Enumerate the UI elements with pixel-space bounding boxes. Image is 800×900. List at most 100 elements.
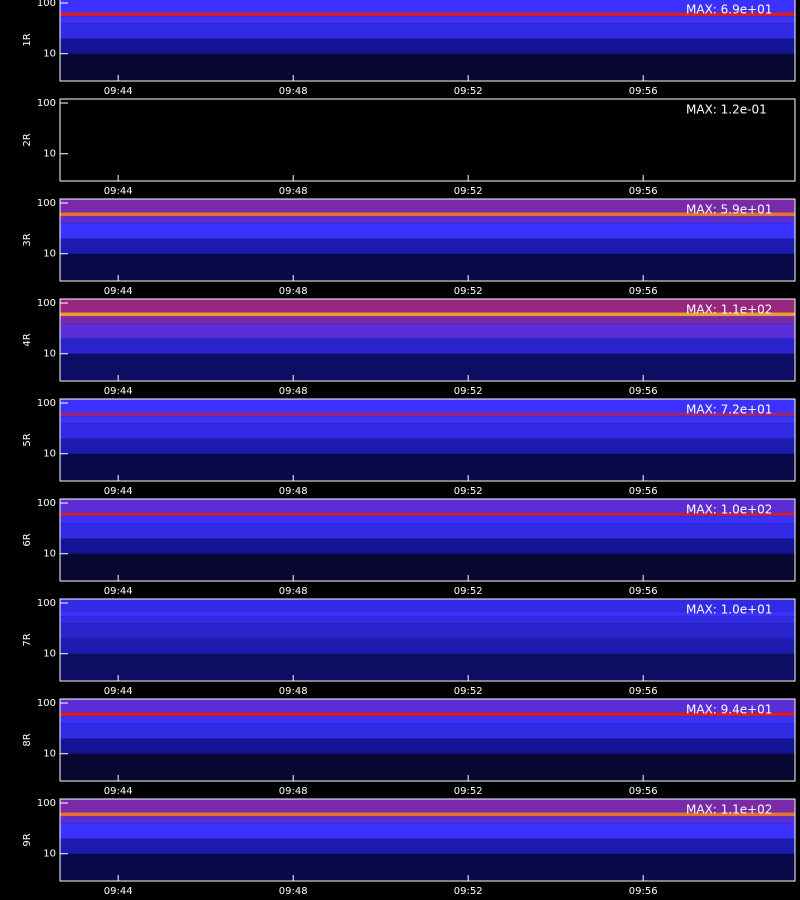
panel: 10 100 09:44 09:48 09:52 09:56 8R MAX: 9.4e+01 [22,698,796,797]
y-axis-label: 2R [22,133,33,146]
plot-frame [59,798,796,882]
heat-cell [60,0,795,13]
x-tick-label: 09:48 [279,186,308,197]
max-annotation: MAX: 1.0e+02 [686,503,772,517]
panel: 10 100 09:44 09:48 09:52 09:56 4R MAX: 1.1e+02 [22,298,796,397]
heat-cell [60,812,795,817]
heat-cell [60,412,795,417]
x-tick-label: 09:56 [629,86,658,97]
x-tick-label: 09:44 [104,586,133,597]
heatmap [60,599,795,681]
heat-cell [60,38,795,54]
y-tick-label: 10 [43,449,56,460]
heatmap [60,499,795,581]
heat-cell [60,623,795,639]
heat-cell [60,453,795,481]
y-axis-label: 7R [22,633,33,646]
heat-cell [60,112,795,117]
y-tick-label: 10 [43,349,56,360]
y-axis-label: 3R [22,233,33,246]
y-tick-label: 100 [37,698,56,709]
x-tick-label: 09:52 [454,386,483,397]
heat-cell [60,323,795,339]
heatmap [60,0,795,81]
x-tick-label: 09:52 [454,686,483,697]
heat-cell [60,312,795,317]
x-tick-label: 09:56 [629,486,658,497]
heat-cell [60,216,795,224]
x-tick-label: 09:56 [629,386,658,397]
plot-frame [59,298,796,382]
heat-cell [60,816,795,824]
heat-cell [60,738,795,754]
heat-cell [60,512,795,517]
heat-cell [60,53,795,81]
x-tick-label: 09:56 [629,286,658,297]
heat-cell [60,516,795,524]
heat-cell [60,599,795,613]
heat-cell [60,799,795,813]
heat-cell [60,299,795,313]
y-tick-label: 10 [43,249,56,260]
heat-cell [60,538,795,554]
heat-cell [60,23,795,39]
plot-frame [59,198,796,282]
y-tick-label: 100 [37,98,56,109]
heat-cell [60,438,795,454]
heat-cell [60,753,795,781]
heatmap [60,799,795,881]
panel: 10 100 09:44 09:48 09:52 09:56 5R MAX: 7.2e+01 [22,398,796,497]
y-tick-label: 100 [37,598,56,609]
heatmap [60,399,795,481]
panel: 10 100 09:44 09:48 09:52 09:56 7R MAX: 1.0e+01 [22,598,796,697]
heat-cell [60,416,795,424]
max-annotation: MAX: 5.9e+01 [686,203,772,217]
heat-cell [60,223,795,239]
heat-cell [60,238,795,254]
max-annotation: MAX: 9.4e+01 [686,703,772,717]
heat-cell [60,616,795,624]
heat-cell [60,399,795,413]
heat-cell [60,316,795,324]
x-tick-label: 09:52 [454,786,483,797]
x-tick-label: 09:44 [104,786,133,797]
y-tick-label: 10 [43,849,56,860]
x-tick-label: 09:48 [279,786,308,797]
x-tick-label: 09:56 [629,686,658,697]
panel: 10 100 09:44 09:48 09:52 09:56 1R MAX: 6.9e+01 [22,0,796,97]
heat-cell [60,612,795,617]
plot-frame [59,598,796,682]
y-axis-label: 9R [22,833,33,846]
x-tick-label: 09:44 [104,186,133,197]
x-tick-label: 09:56 [629,886,658,897]
x-tick-label: 09:52 [454,586,483,597]
heat-cell [60,212,795,217]
heat-cell [60,123,795,139]
plot-frame [59,498,796,582]
heat-cell [60,499,795,513]
y-tick-label: 10 [43,549,56,560]
heatmap [60,299,795,381]
x-tick-label: 09:44 [104,486,133,497]
heatmap [60,699,795,781]
y-tick-label: 100 [37,298,56,309]
heat-cell [60,153,795,181]
x-tick-label: 09:44 [104,286,133,297]
x-tick-label: 09:44 [104,86,133,97]
heat-cell [60,199,795,213]
x-tick-label: 09:56 [629,786,658,797]
y-tick-label: 10 [43,149,56,160]
heat-cell [60,423,795,439]
x-tick-label: 09:48 [279,486,308,497]
x-tick-label: 09:48 [279,886,308,897]
max-annotation: MAX: 7.2e+01 [686,403,772,417]
y-axis-label: 8R [22,733,33,746]
heat-cell [60,653,795,681]
plot-frame [59,0,796,82]
x-tick-label: 09:52 [454,486,483,497]
x-tick-label: 09:44 [104,386,133,397]
heatmap [60,99,795,181]
max-annotation: MAX: 1.2e-01 [686,103,767,117]
y-tick-label: 10 [43,49,56,60]
y-axis-label: 5R [22,433,33,446]
